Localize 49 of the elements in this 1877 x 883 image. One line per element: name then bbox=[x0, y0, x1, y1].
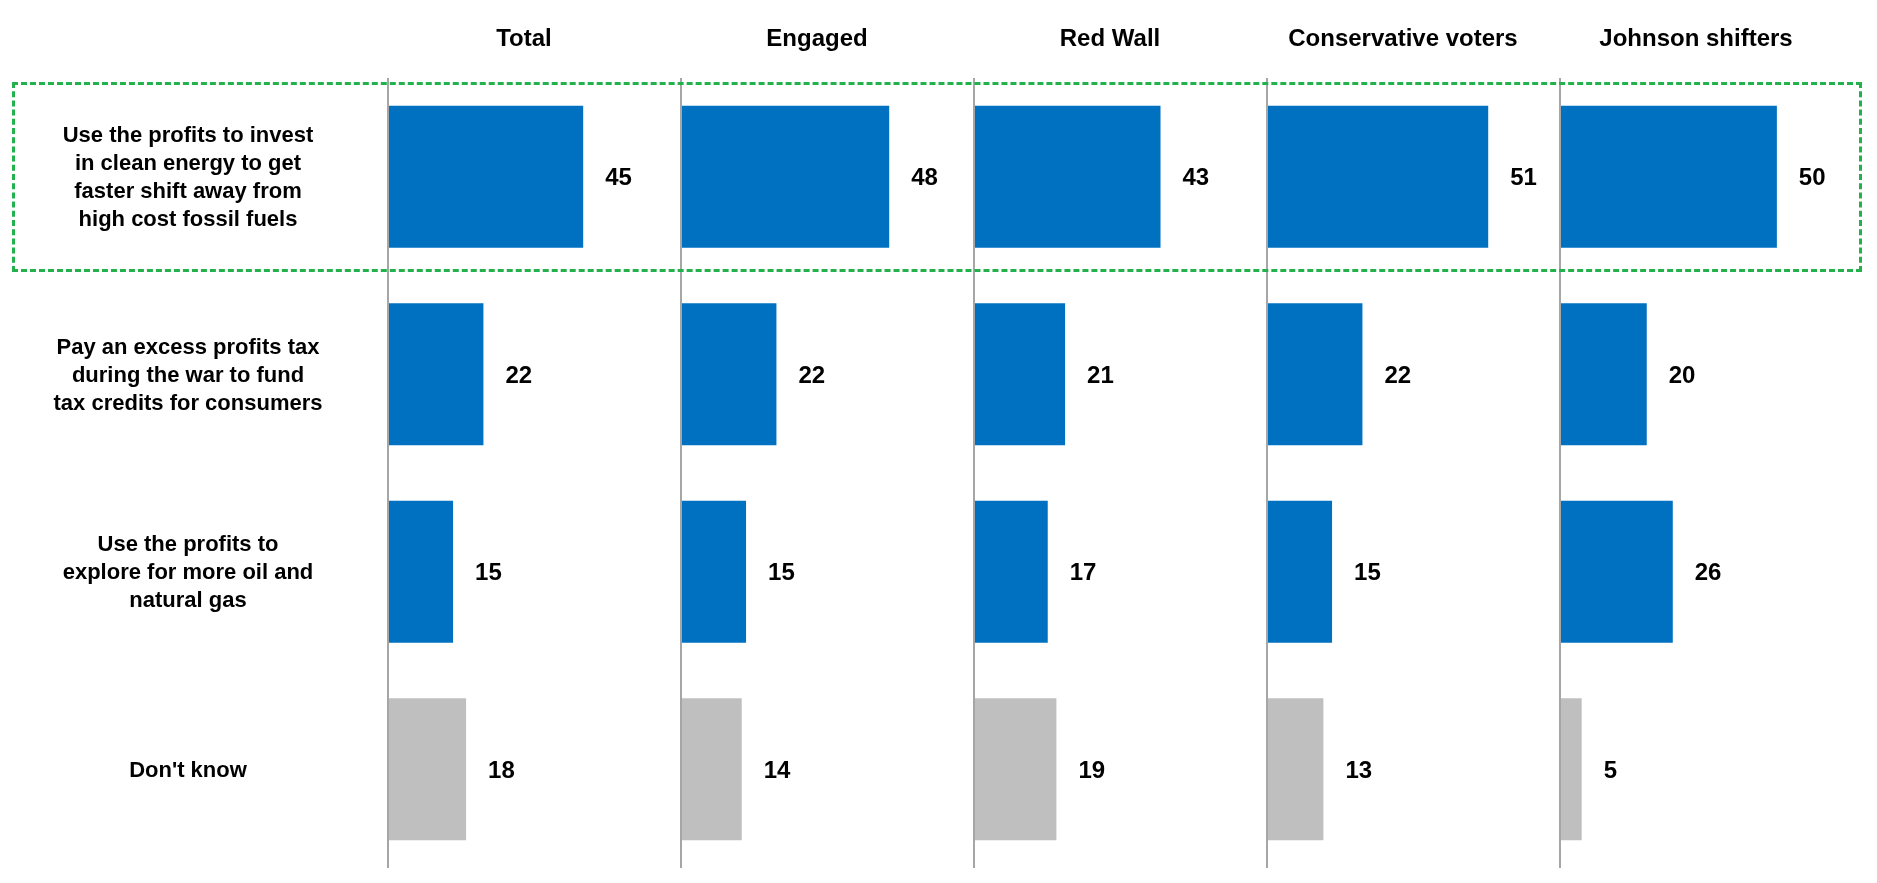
y-tick-label: Use the profits to explore for more oil and natural gas bbox=[62, 531, 314, 613]
data-label: 14 bbox=[763, 755, 792, 783]
data-label: 5 bbox=[1603, 755, 1618, 783]
data-label: 26 bbox=[1694, 558, 1722, 586]
data-label: 17 bbox=[1069, 558, 1097, 586]
bar bbox=[1267, 105, 1489, 248]
data-label: 15 bbox=[1354, 558, 1381, 586]
chart-title: Engaged bbox=[765, 23, 869, 53]
chart-title: Total bbox=[495, 23, 553, 53]
bar bbox=[1560, 105, 1777, 248]
data-label: 50 bbox=[1798, 163, 1826, 191]
y-tick-label: Use the profits to invest in clean energy to get faster shift away from high cost fossil fuels bbox=[62, 122, 314, 232]
y-tick-label: Pay an excess profits tax during the war to fund tax credits for consumers bbox=[53, 333, 323, 415]
bar bbox=[974, 303, 1066, 446]
chart-title: Conservative voters bbox=[1287, 23, 1519, 53]
y-tick-label: Don't know bbox=[129, 756, 248, 782]
bar bbox=[681, 105, 890, 248]
bar bbox=[388, 698, 467, 841]
bar bbox=[974, 500, 1048, 643]
data-label: 48 bbox=[911, 163, 938, 191]
bar bbox=[974, 105, 1161, 248]
data-label: 20 bbox=[1668, 360, 1696, 388]
bar bbox=[1560, 698, 1582, 841]
bar bbox=[1560, 500, 1673, 643]
bar bbox=[681, 500, 747, 643]
chart-title: Johnson shifters bbox=[1598, 23, 1794, 53]
bar bbox=[388, 105, 584, 248]
bar bbox=[681, 698, 742, 841]
data-label: 22 bbox=[1384, 360, 1412, 388]
data-label: 15 bbox=[475, 558, 502, 586]
bar bbox=[1267, 698, 1324, 841]
bar bbox=[1560, 303, 1647, 446]
data-label: 18 bbox=[488, 755, 515, 783]
data-label: 45 bbox=[605, 163, 632, 191]
data-label: 51 bbox=[1510, 163, 1537, 191]
data-label: 22 bbox=[505, 360, 533, 388]
bar bbox=[388, 500, 454, 643]
bar bbox=[1267, 500, 1333, 643]
bar bbox=[388, 303, 484, 446]
data-label: 21 bbox=[1087, 360, 1114, 388]
chart-title: Red Wall bbox=[1058, 23, 1162, 53]
bar bbox=[681, 303, 777, 446]
data-label: 13 bbox=[1345, 755, 1373, 783]
data-label: 15 bbox=[768, 558, 795, 586]
bar bbox=[974, 698, 1057, 841]
data-label: 43 bbox=[1182, 163, 1210, 191]
data-label: 22 bbox=[798, 360, 826, 388]
bar bbox=[1267, 303, 1363, 446]
data-label: 19 bbox=[1078, 755, 1106, 783]
